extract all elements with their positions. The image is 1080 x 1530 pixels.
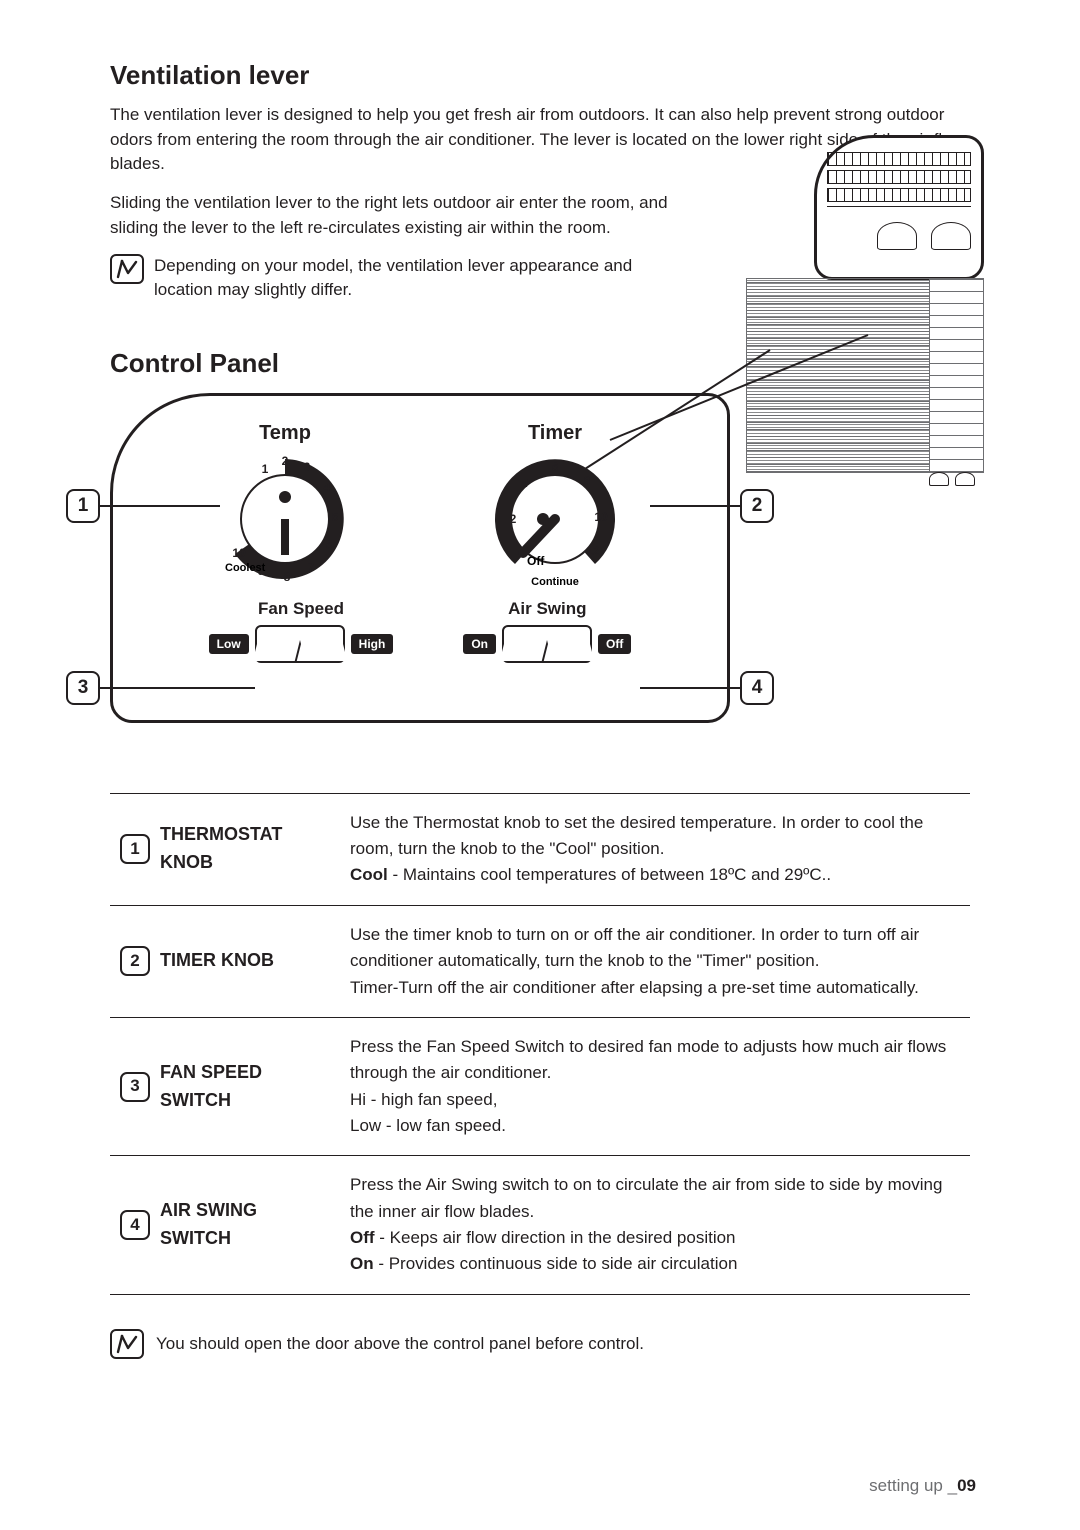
row2-l2: Timer-Turn off the air conditioner after…	[350, 975, 960, 1001]
controls-table: 1 THERMOSTAT KNOB Use the Thermostat kno…	[110, 793, 970, 1295]
badge-3: 3	[66, 671, 100, 705]
svg-text:4: 4	[324, 480, 331, 494]
row-badge-2: 2	[120, 946, 150, 976]
timer-dial: 2 4 6 8 10 12 Off Continue	[485, 449, 625, 589]
off-label: Off	[527, 554, 545, 568]
row2-name: TIMER KNOB	[160, 947, 274, 975]
air-swing-block: Air Swing On Off	[463, 599, 631, 663]
row4-l1: Press the Air Swing switch to on to circ…	[350, 1172, 960, 1225]
fan-speed-title: Fan Speed	[209, 599, 394, 619]
fan-low-pill: Low	[209, 634, 249, 654]
row4-l3b: - Provides continuous side to side air c…	[374, 1254, 738, 1273]
unit-top-panel	[814, 135, 984, 280]
svg-text:10: 10	[594, 510, 608, 524]
svg-text:8: 8	[284, 570, 291, 584]
table-row: 4 AIR SWING SWITCH Press the Air Swing s…	[110, 1156, 970, 1294]
callout-1: 1	[66, 489, 220, 523]
control-panel-section: Control Panel Temp 123 4	[110, 348, 970, 723]
row4-l2b: - Keeps air flow direction in the desire…	[375, 1228, 736, 1247]
row4-name: AIR SWING	[160, 1197, 257, 1225]
timer-label: Timer	[450, 422, 660, 445]
fan-speed-block: Fan Speed Low High	[209, 599, 394, 663]
svg-text:10: 10	[232, 546, 246, 560]
svg-text:2: 2	[282, 454, 289, 468]
ventilation-p2: Sliding the ventilation lever to the rig…	[110, 191, 670, 240]
timer-dial-block: Timer 246 81012 Off Contin	[450, 422, 660, 589]
continue-label: Continue	[531, 576, 579, 588]
svg-text:2: 2	[510, 512, 517, 526]
note-icon	[110, 254, 144, 284]
temp-label: Temp	[180, 422, 390, 445]
footer-note-row: You should open the door above the contr…	[110, 1329, 970, 1359]
row1-name2: KNOB	[160, 849, 282, 877]
svg-text:4: 4	[522, 476, 529, 490]
page-number: setting up _09	[869, 1476, 976, 1496]
svg-text:5: 5	[332, 510, 339, 524]
row3-name: FAN SPEED	[160, 1059, 262, 1087]
page-num-value: 09	[957, 1476, 976, 1495]
table-row: 3 FAN SPEED SWITCH Press the Fan Speed S…	[110, 1017, 970, 1155]
svg-text:12: 12	[586, 544, 600, 558]
row4-l3a: On	[350, 1254, 374, 1273]
row4-l2a: Off	[350, 1228, 375, 1247]
row-badge-4: 4	[120, 1210, 150, 1240]
fan-speed-switch[interactable]	[255, 625, 345, 663]
callout-4: 4	[640, 671, 774, 705]
svg-text:6: 6	[552, 460, 559, 474]
badge-4: 4	[740, 671, 774, 705]
ventilation-note-text: Depending on your model, the ventilation…	[154, 254, 634, 302]
row3-l1: Press the Fan Speed Switch to desired fa…	[350, 1034, 960, 1087]
swing-off-pill: Off	[598, 634, 631, 654]
badge-2: 2	[740, 489, 774, 523]
svg-text:7: 7	[308, 560, 315, 574]
ventilation-title: Ventilation lever	[110, 60, 970, 91]
row1-l2: room, turn the knob to the "Cool" positi…	[350, 836, 960, 862]
page-label: setting up _	[869, 1476, 957, 1495]
row2-l1: Use the timer knob to turn on or off the…	[350, 922, 960, 975]
row-badge-1: 1	[120, 834, 150, 864]
row1-l1: Use the Thermostat knob to set the desir…	[350, 810, 960, 836]
badge-1: 1	[66, 489, 100, 523]
svg-text:6: 6	[326, 538, 333, 552]
air-swing-title: Air Swing	[463, 599, 631, 619]
row1-l3b: - Maintains cool temperatures of between…	[388, 865, 831, 884]
air-swing-switch[interactable]	[502, 625, 592, 663]
row3-name2: SWITCH	[160, 1087, 262, 1115]
coolest-label: Coolest	[225, 562, 266, 574]
footer-note-text: You should open the door above the contr…	[156, 1334, 644, 1354]
svg-text:3: 3	[304, 460, 311, 474]
row1-name: THERMOSTAT	[160, 821, 282, 849]
swing-on-pill: On	[463, 634, 496, 654]
row3-l3: Low - low fan speed.	[350, 1113, 960, 1139]
svg-text:1: 1	[262, 462, 269, 476]
callout-3: 3	[66, 671, 255, 705]
temp-dial: 123 456 789 10 Coolest	[215, 449, 355, 589]
row4-name2: SWITCH	[160, 1225, 257, 1253]
note-icon	[110, 1329, 144, 1359]
callout-2: 2	[650, 489, 774, 523]
row3-l2: Hi - high fan speed,	[350, 1087, 960, 1113]
fan-high-pill: High	[351, 634, 394, 654]
svg-text:8: 8	[584, 474, 591, 488]
row-badge-3: 3	[120, 1072, 150, 1102]
row1-l3a: Cool	[350, 865, 388, 884]
table-row: 2 TIMER KNOB Use the timer knob to turn …	[110, 905, 970, 1017]
table-row: 1 THERMOSTAT KNOB Use the Thermostat kno…	[110, 793, 970, 905]
